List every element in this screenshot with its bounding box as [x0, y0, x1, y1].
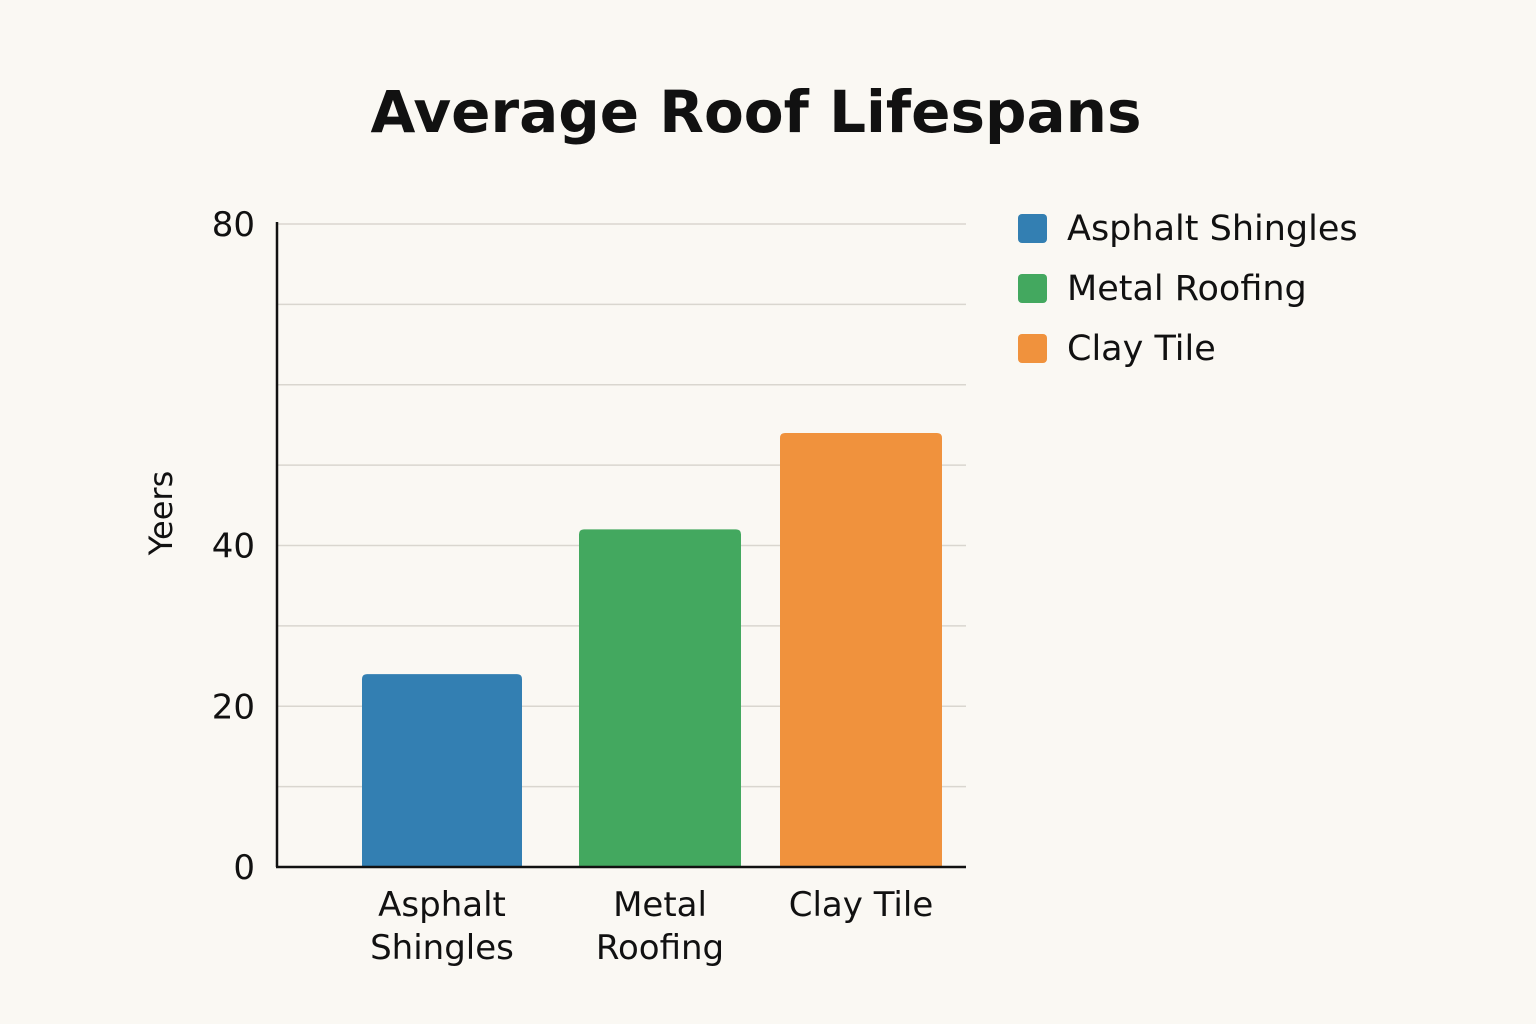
y-tick-label-0: 0 [233, 848, 255, 888]
legend: Asphalt Shingles Metal Roofing Clay Tile [1018, 209, 1358, 369]
y-tick-label-2: 40 [212, 527, 255, 567]
x-category-label-asphalt-shingles: Asphalt Shingles [370, 885, 514, 968]
legend-label-1: Metal Roofing [1067, 269, 1307, 309]
chart-title: Average Roof Lifespans [371, 78, 1142, 146]
legend-swatch-0 [1018, 214, 1047, 243]
bar-clay-tile [780, 432, 942, 867]
legend-label-2: Clay Tile [1067, 329, 1216, 369]
x-category-labels: Asphalt Shingles Metal Roofing Clay Tile [370, 885, 933, 968]
legend-swatch-2 [1018, 334, 1047, 363]
y-tick-label-3: 80 [212, 205, 255, 245]
legend-swatch-1 [1018, 274, 1047, 303]
y-tick-label-1: 20 [212, 687, 255, 727]
y-tick-labels: 0 20 40 80 [212, 205, 255, 888]
bars [362, 432, 942, 867]
y-axis-label: Yeers [142, 471, 180, 557]
bar-asphalt-shingles [362, 674, 522, 867]
x-category-label-clay-tile: Clay Tile [789, 885, 933, 925]
legend-label-0: Asphalt Shingles [1067, 209, 1358, 249]
bar-metal-roofing [579, 529, 741, 867]
x-category-label-metal-roofing: Metal Roofing [596, 885, 724, 968]
